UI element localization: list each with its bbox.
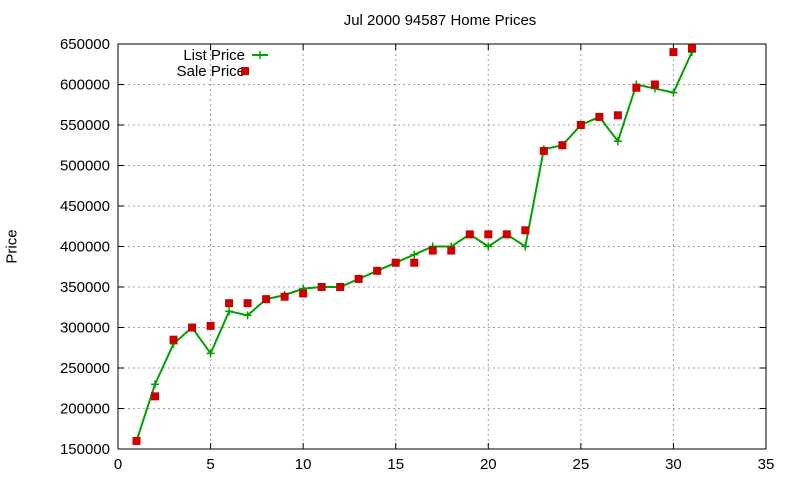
sale-price-point bbox=[354, 274, 363, 283]
x-tick-label: 15 bbox=[387, 456, 404, 473]
sale-price-point bbox=[262, 295, 271, 304]
x-tick-label: 30 bbox=[665, 456, 682, 473]
sale-price-point bbox=[669, 48, 678, 57]
sale-price-point bbox=[225, 299, 234, 308]
legend-label-list-price: List Price bbox=[183, 47, 245, 64]
list-price-point bbox=[484, 242, 493, 251]
sale-price-point bbox=[502, 230, 511, 239]
axes bbox=[117, 43, 767, 450]
list-price-point bbox=[669, 88, 678, 97]
list-price-point bbox=[243, 311, 252, 320]
sale-price-point bbox=[558, 141, 567, 150]
sale-price-point bbox=[428, 246, 437, 255]
x-tick-label: 20 bbox=[480, 456, 497, 473]
list-price-point bbox=[613, 137, 622, 146]
list-price-point bbox=[151, 380, 160, 389]
legend-marker-list-price bbox=[256, 51, 264, 59]
sale-price-point bbox=[151, 392, 160, 401]
sale-price-point bbox=[169, 335, 178, 344]
sale-price-point bbox=[317, 283, 326, 291]
sale-price-point bbox=[465, 230, 474, 239]
y-tick-label: 600000 bbox=[60, 77, 110, 94]
sale-price-point bbox=[410, 258, 419, 267]
list-price-point bbox=[521, 242, 530, 251]
sale-price-point bbox=[373, 266, 382, 275]
sale-price-point bbox=[687, 44, 696, 53]
sale-price-point bbox=[336, 283, 345, 291]
y-tick-label: 400000 bbox=[60, 239, 110, 256]
sale-price-point bbox=[632, 83, 641, 92]
sale-price-point bbox=[299, 289, 308, 298]
sale-price-point bbox=[595, 112, 604, 121]
y-tick-label: 550000 bbox=[60, 117, 110, 134]
sale-price-point bbox=[206, 321, 215, 330]
sale-price-point bbox=[447, 246, 456, 255]
x-tick-label: 25 bbox=[573, 456, 590, 473]
sale-price-point bbox=[188, 323, 197, 332]
sale-price-point bbox=[391, 258, 400, 267]
sale-price-point bbox=[613, 111, 622, 120]
legend-marker-sale-price bbox=[241, 67, 249, 75]
y-tick-label: 350000 bbox=[60, 279, 110, 296]
x-tick-label: 5 bbox=[206, 456, 214, 473]
sale-price-point bbox=[132, 436, 141, 445]
y-tick-label: 300000 bbox=[60, 320, 110, 337]
legend: List Price Sale Price bbox=[177, 47, 268, 80]
list-price-point bbox=[410, 250, 419, 259]
y-tick-labels: 150000 200000 250000 300000 350000 400000 4500… bbox=[60, 36, 110, 458]
sale-price-point bbox=[280, 292, 289, 301]
y-tick-label: 250000 bbox=[60, 360, 110, 377]
sale-price-point bbox=[539, 146, 548, 155]
list-price-point bbox=[206, 349, 215, 358]
sale-price-point bbox=[243, 299, 252, 308]
y-tick-label: 150000 bbox=[60, 441, 110, 458]
sale-price-point bbox=[576, 121, 585, 129]
y-tick-label: 450000 bbox=[60, 198, 110, 215]
list-price-point bbox=[225, 307, 234, 316]
x-tick-label: 0 bbox=[114, 456, 122, 473]
sale-price-point bbox=[650, 80, 659, 89]
y-tick-label: 650000 bbox=[60, 36, 110, 53]
x-tick-label: 35 bbox=[758, 456, 775, 473]
chart-title: Jul 2000 94587 Home Prices bbox=[343, 12, 537, 29]
series-layer bbox=[132, 44, 696, 445]
x-tick-labels: 0 5 10 15 20 25 30 35 bbox=[114, 456, 775, 473]
y-tick-label: 500000 bbox=[60, 158, 110, 175]
x-tick-label: 10 bbox=[295, 456, 312, 473]
sale-price-point bbox=[521, 226, 530, 235]
sale-price-point bbox=[484, 230, 493, 239]
y-tick-label: 200000 bbox=[60, 401, 110, 418]
legend-label-sale-price: Sale Price bbox=[177, 63, 245, 80]
